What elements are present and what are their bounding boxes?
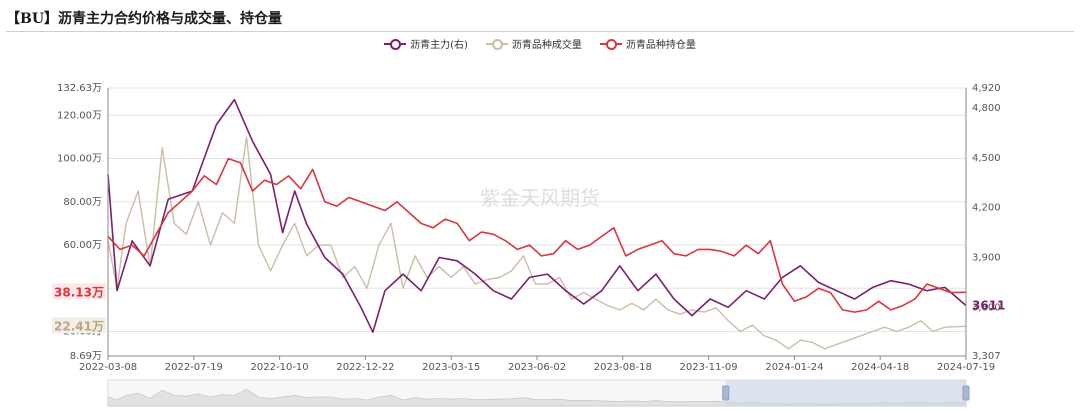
left-tick-label: 132.63万 [57, 83, 102, 94]
x-tick-label: 2024-04-18 [851, 362, 909, 373]
left-tick-label: 120.00万 [57, 110, 102, 121]
x-tick-label: 2023-11-09 [680, 362, 738, 373]
legend-label-open-interest: 沥青品种持仓量 [625, 40, 696, 51]
legend-item-volume[interactable]: 沥青品种成交量 [485, 36, 582, 51]
x-tick-label: 2024-07-19 [937, 362, 995, 373]
x-tick-label: 2023-03-15 [422, 362, 480, 373]
x-tick-label: 2023-08-18 [594, 362, 652, 373]
x-tick-label: 2023-06-02 [508, 362, 566, 373]
axes-group: 8.69万20.00万40.00万60.00万80.00万100.00万120.… [52, 83, 1005, 373]
series-group [107, 98, 967, 350]
legend-item-open-interest[interactable]: 沥青品种持仓量 [599, 36, 696, 51]
slider-handle-right[interactable] [962, 385, 970, 401]
left-tick-label: 80.00万 [63, 197, 102, 208]
chart-title: 【BU】沥青主力合约价格与成交量、持仓量 [6, 11, 283, 27]
x-tick-label: 2022-07-19 [165, 362, 223, 373]
legend-marker-open-interest [599, 38, 622, 50]
grid-lines [108, 87, 966, 357]
slider-selection [725, 380, 966, 406]
legend-label-price: 沥青主力(右) [410, 40, 468, 51]
volume-value-badge: 22.41万 [54, 319, 104, 333]
right-tick-label: 3,307 [972, 351, 1001, 362]
title-divider [6, 31, 1074, 32]
right-tick-label: 4,200 [972, 203, 1001, 214]
x-tick-label: 2022-12-22 [336, 362, 394, 373]
x-tick-label: 2022-03-08 [79, 362, 137, 373]
right-tick-label: 4,800 [972, 103, 1001, 114]
oi-value-badge: 38.13万 [54, 285, 104, 299]
right-tick-label: 3,600 [972, 302, 1001, 313]
left-tick-label: 8.69万 [70, 351, 102, 362]
right-tick-label: 4,500 [972, 153, 1001, 164]
watermark: 紫金天风期货 [480, 186, 600, 210]
open-interest-line [107, 157, 967, 313]
legend: 沥青主力(右) 沥青品种成交量 沥青品种持仓量 [0, 36, 1080, 51]
x-tick-label: 2022-10-10 [251, 362, 309, 373]
right-tick-label: 3,900 [972, 252, 1001, 263]
slider-handle-left[interactable] [722, 385, 730, 401]
legend-marker-volume [485, 38, 508, 50]
x-tick-label: 2024-01-24 [765, 362, 823, 373]
volume-value-badge-bg [52, 317, 106, 334]
price-value-badge: 3611 [972, 298, 1005, 312]
left-tick-label: 60.00万 [63, 240, 102, 251]
legend-item-price[interactable]: 沥青主力(右) [384, 36, 468, 51]
legend-marker-price [384, 38, 407, 50]
volume-line [107, 136, 967, 350]
legend-label-volume: 沥青品种成交量 [511, 40, 582, 51]
data-zoom-slider [107, 379, 970, 407]
right-tick-label: 4,920 [972, 83, 1001, 94]
price-line [107, 98, 967, 333]
left-tick-label: 100.00万 [57, 154, 102, 165]
oi-value-badge-bg [52, 283, 106, 300]
